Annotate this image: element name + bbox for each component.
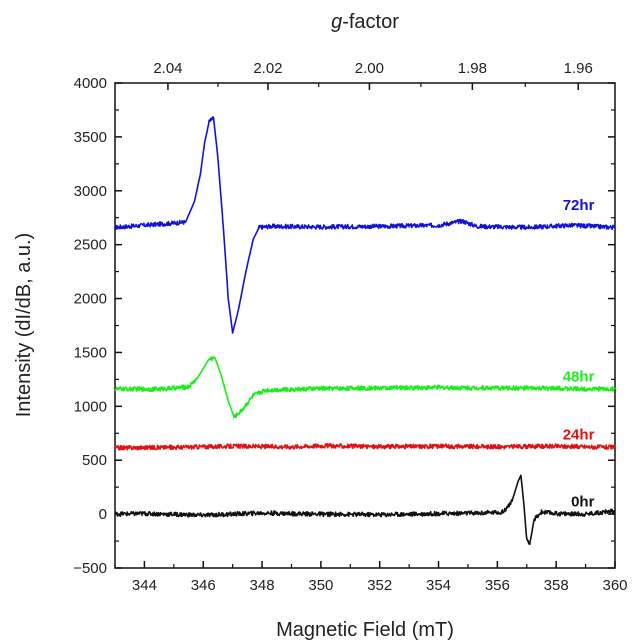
y-tick-label: 0 xyxy=(99,506,107,523)
x-tick-label: 350 xyxy=(308,577,333,594)
series-label-24hr: 24hr xyxy=(563,427,595,444)
y-tick-label: 1500 xyxy=(74,344,107,361)
y-axis-ticks: −500 0 500 1000 1500 2000 2500 3000 3500 4000 xyxy=(73,75,615,577)
y-tick-label: 3500 xyxy=(74,129,107,146)
x-tick-label: 354 xyxy=(426,577,451,594)
x-tick-label: 348 xyxy=(250,577,275,594)
series-label-48hr: 48hr xyxy=(563,369,595,386)
y-tick-label: 500 xyxy=(82,452,107,469)
top-axis-ticks: 2.04 2.02 2.00 1.98 1.96 xyxy=(153,60,593,90)
y-axis-title: Intensity (dI/dB, a.u.) xyxy=(13,233,35,418)
y-tick-label: −500 xyxy=(73,560,107,577)
x-tick-label: 352 xyxy=(367,577,392,594)
y-tick-label: 2500 xyxy=(74,237,107,254)
y-tick-label: 4000 xyxy=(74,75,107,92)
y-tick-label: 3000 xyxy=(74,183,107,200)
top-axis-title: g-factor xyxy=(331,11,399,33)
top-tick-label: 1.98 xyxy=(458,60,487,77)
y-tick-label: 2000 xyxy=(74,291,107,308)
series-line-72hr xyxy=(114,116,616,334)
x-axis-title: Magnetic Field (mT) xyxy=(276,619,454,641)
x-tick-label: 360 xyxy=(602,577,627,594)
series-label-0hr: 0hr xyxy=(571,494,595,511)
y-tick-label: 1000 xyxy=(74,398,107,415)
x-tick-label: 358 xyxy=(544,577,569,594)
top-tick-label: 1.96 xyxy=(564,60,593,77)
x-axis-ticks: 344 346 348 350 352 354 356 358 360 xyxy=(114,561,628,594)
series-label-72hr: 72hr xyxy=(563,197,595,214)
x-tick-label: 356 xyxy=(485,577,510,594)
top-tick-label: 2.02 xyxy=(253,60,282,77)
series-layer: 72hr 48hr 24hr 0hr xyxy=(114,116,616,546)
top-axis-title-text: -factor xyxy=(342,11,399,33)
x-tick-label: 344 xyxy=(132,577,157,594)
top-axis-title-symbol: g xyxy=(331,11,342,33)
x-tick-label: 346 xyxy=(191,577,216,594)
series-line-24hr xyxy=(114,443,616,451)
series-line-48hr xyxy=(114,356,616,419)
top-tick-label: 2.00 xyxy=(355,60,384,77)
series-line-0hr xyxy=(114,474,616,546)
top-tick-label: 2.04 xyxy=(153,60,182,77)
plot-frame xyxy=(114,82,616,569)
